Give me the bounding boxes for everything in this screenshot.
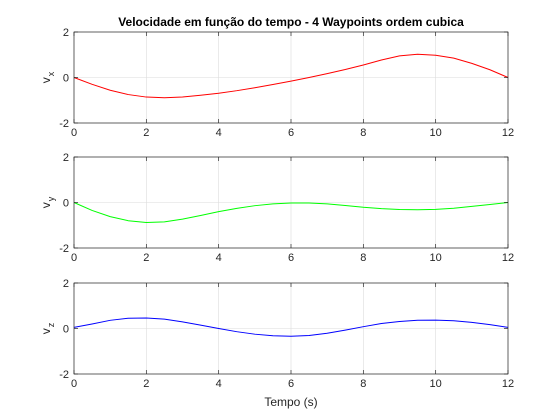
x-tick-label: 2	[143, 252, 149, 264]
x-axis-label: Tempo (s)	[264, 395, 317, 409]
x-tick-label: 8	[360, 378, 366, 390]
y-tick-label: -2	[59, 369, 69, 381]
x-tick-label: 8	[360, 252, 366, 264]
x-tick-label: 6	[288, 378, 294, 390]
x-tick-label: 12	[502, 378, 514, 390]
figure-title: Velocidade em função do tempo - 4 Waypoi…	[118, 15, 464, 29]
y-tick-label: 2	[63, 278, 69, 290]
x-tick-label: 4	[216, 127, 222, 139]
x-tick-label: 8	[360, 127, 366, 139]
y-tick-label: -2	[59, 243, 69, 255]
x-tick-label: 0	[71, 378, 77, 390]
x-tick-label: 0	[71, 252, 77, 264]
y-axis-label-main: v	[39, 328, 53, 334]
y-axis-label-subscript: x	[46, 71, 56, 76]
x-tick-label: 4	[216, 252, 222, 264]
x-tick-label: 12	[502, 127, 514, 139]
x-tick-label: 12	[502, 252, 514, 264]
x-tick-label: 2	[143, 378, 149, 390]
y-tick-label: 2	[63, 27, 69, 39]
x-tick-label: 6	[288, 252, 294, 264]
x-tick-label: 2	[143, 127, 149, 139]
x-tick-label: 10	[430, 378, 442, 390]
y-axis-label-subscript: z	[46, 322, 56, 327]
y-tick-label: -2	[59, 118, 69, 130]
y-tick-label: 2	[63, 152, 69, 164]
y-axis-label-main: v	[39, 202, 53, 208]
x-tick-label: 4	[216, 378, 222, 390]
x-tick-label: 10	[430, 252, 442, 264]
y-axis-label-subscript: y	[46, 196, 56, 201]
y-tick-label: 0	[63, 73, 69, 85]
x-tick-label: 10	[430, 127, 442, 139]
y-tick-label: 0	[63, 198, 69, 210]
x-tick-label: 6	[288, 127, 294, 139]
y-tick-label: 0	[63, 324, 69, 336]
y-axis-label-main: v	[39, 77, 53, 83]
x-tick-label: 0	[71, 127, 77, 139]
